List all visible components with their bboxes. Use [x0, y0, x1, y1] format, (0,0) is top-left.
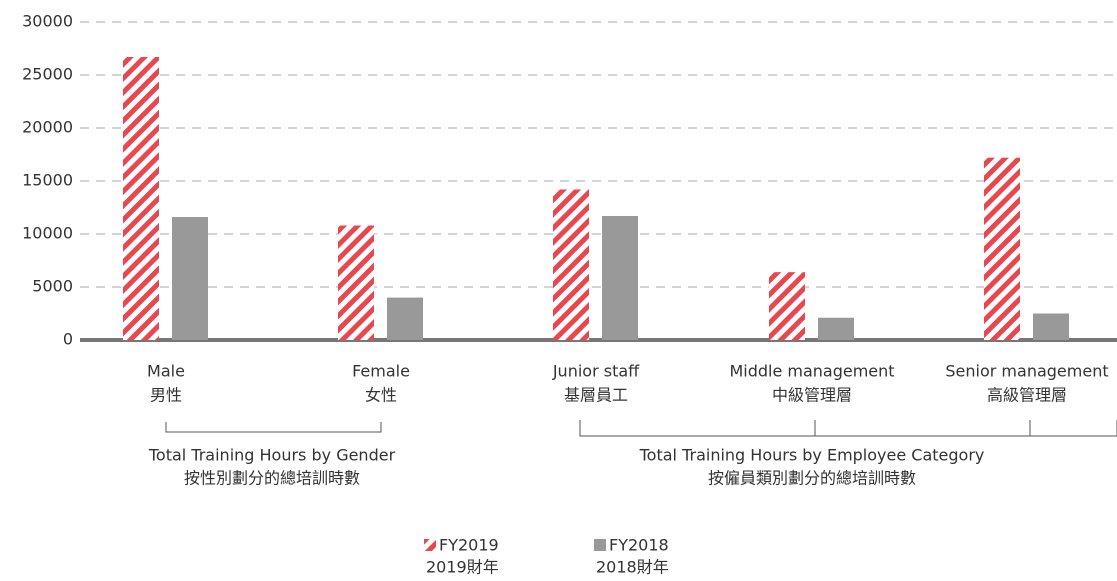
x-tick-label: 男性	[150, 386, 182, 405]
x-tick-label: 女性	[365, 386, 397, 405]
legend-label: FY2018	[609, 536, 669, 555]
y-tick-label: 20000	[22, 118, 73, 137]
y-tick-label: 0	[63, 330, 73, 349]
y-tick-label: 10000	[22, 224, 73, 243]
group-bracket	[579, 420, 1117, 437]
x-tick-label: 基層員工	[564, 386, 628, 405]
legend-swatch	[594, 539, 606, 551]
legend-label: FY2019	[439, 536, 499, 555]
y-tick-label: 15000	[22, 171, 73, 190]
bar	[338, 225, 374, 340]
bar	[984, 157, 1020, 340]
bar	[818, 317, 854, 340]
y-tick-label: 30000	[22, 12, 73, 31]
x-tick-label: Female	[352, 362, 410, 381]
bar	[123, 56, 159, 340]
group-label: Total Training Hours by Gender	[148, 446, 396, 465]
bar	[172, 217, 208, 340]
legend-label: 2019財年	[426, 558, 499, 577]
y-tick-label: 5000	[32, 277, 73, 296]
bar	[769, 272, 805, 340]
bar	[553, 189, 589, 340]
bar	[602, 215, 638, 340]
group-label: 按性別劃分的總培訓時數	[184, 469, 360, 488]
x-tick-label: 高級管理層	[987, 386, 1067, 405]
x-tick-label: Junior staff	[552, 362, 640, 381]
bar	[387, 297, 423, 340]
x-tick-label: 中級管理層	[772, 386, 852, 405]
group-label: 按僱員類別劃分的總培訓時數	[708, 469, 916, 488]
legend-swatch	[424, 539, 436, 551]
x-tick-label: Senior management	[945, 362, 1108, 381]
group-bracket	[165, 422, 382, 433]
y-tick-label: 25000	[22, 65, 73, 84]
x-tick-label: Middle management	[729, 362, 894, 381]
group-label: Total Training Hours by Employee Categor…	[639, 446, 985, 465]
legend-label: 2018財年	[596, 558, 669, 577]
bar	[1033, 313, 1069, 340]
x-tick-label: Male	[147, 362, 185, 381]
